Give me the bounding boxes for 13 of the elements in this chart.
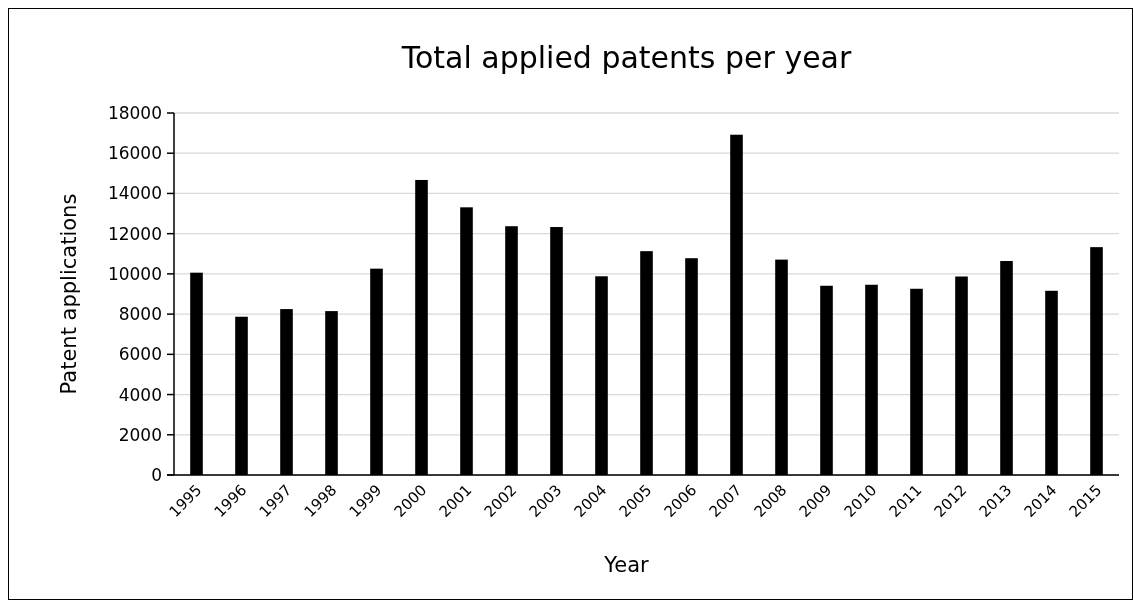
y-tick-label: 6000 [118, 344, 162, 365]
y-tick-label: 16000 [107, 143, 162, 164]
y-tick-label: 0 [151, 464, 162, 485]
y-tick-label: 4000 [118, 384, 162, 405]
x-axis-title: Year [603, 553, 650, 577]
chart-title: Total applied patents per year [400, 40, 852, 75]
y-axis-title: Patent applications [57, 193, 81, 395]
y-tick-label: 2000 [118, 424, 162, 445]
y-tick-label: 14000 [107, 183, 162, 204]
y-tick-label: 12000 [107, 223, 162, 244]
y-tick-label: 8000 [118, 304, 162, 325]
y-tick-label: 18000 [107, 102, 162, 123]
y-tick-label: 10000 [107, 263, 162, 284]
